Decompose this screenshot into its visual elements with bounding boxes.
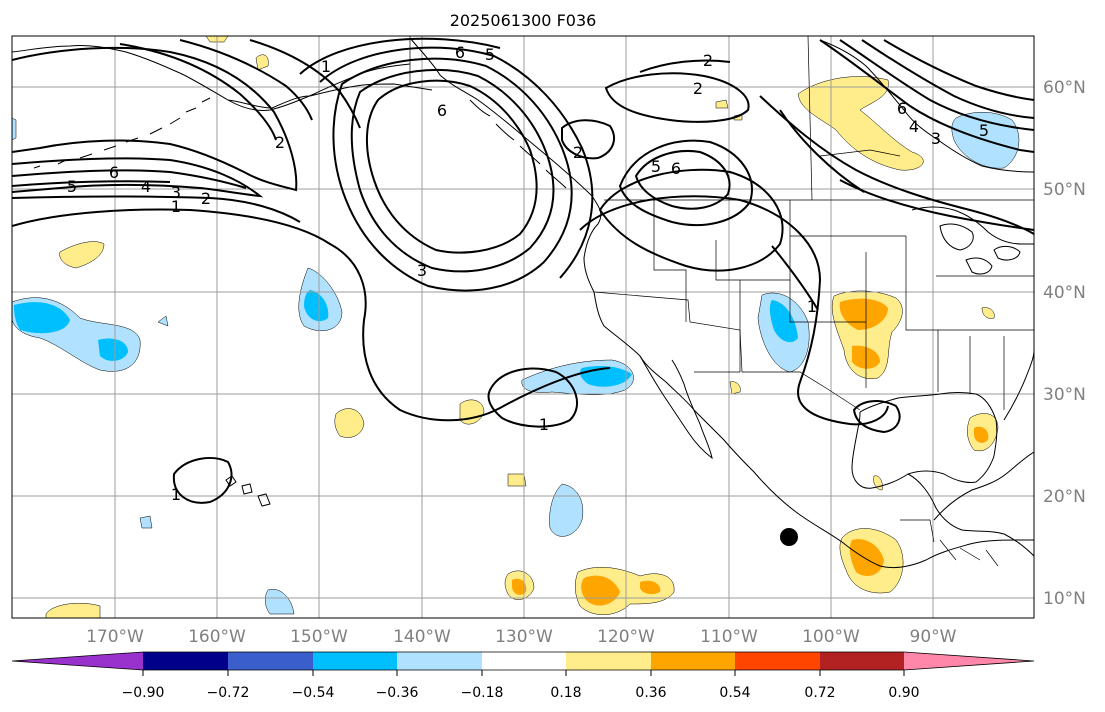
contour-label: 2 xyxy=(703,51,713,70)
colorbar-tick-label: 0.36 xyxy=(635,685,666,701)
colorbar-underflow-triangle xyxy=(12,652,143,670)
contour-label: 5 xyxy=(979,121,989,140)
contour-label: 1 xyxy=(171,485,181,504)
lat-label: 50°N xyxy=(1043,180,1086,200)
lon-label: 90°W xyxy=(910,627,957,647)
contour-label: 5 xyxy=(67,177,77,196)
colorbar-segment xyxy=(651,652,735,670)
contour-label: 2 xyxy=(201,189,211,208)
colorbar-segment xyxy=(228,652,313,670)
colorbar-segment xyxy=(735,652,820,670)
colorbar-tick-label: −0.90 xyxy=(122,685,165,701)
colorbar-segment xyxy=(820,652,904,670)
contour-label: 4 xyxy=(141,177,151,196)
lat-label: 10°N xyxy=(1043,589,1086,609)
lat-label: 20°N xyxy=(1043,487,1086,507)
contour-label: 1 xyxy=(321,57,331,76)
colorbar-overflow-triangle xyxy=(904,652,1034,670)
colorbar-segment xyxy=(482,652,566,670)
contour-label: 6 xyxy=(437,101,447,120)
contour-label: 5 xyxy=(485,45,495,64)
political-borders xyxy=(409,36,1034,567)
lon-label: 120°W xyxy=(597,627,655,647)
graticule xyxy=(12,36,1034,618)
coastlines xyxy=(12,37,1034,569)
lat-label: 30°N xyxy=(1043,385,1086,405)
lon-label: 170°W xyxy=(86,627,144,647)
colorbar-tick-label: 0.90 xyxy=(888,685,919,701)
contour-label: 1 xyxy=(171,197,181,216)
contour-label: 3 xyxy=(171,183,181,202)
lon-label: 110°W xyxy=(700,627,758,647)
lat-label: 60°N xyxy=(1043,78,1086,98)
lon-label: 160°W xyxy=(188,627,246,647)
lat-label: 40°N xyxy=(1043,283,1086,303)
contour-label: 3 xyxy=(417,261,427,280)
latitude-labels: 60°N 50°N 40°N 30°N 20°N 10°N xyxy=(1043,78,1086,609)
contour-label: 6 xyxy=(897,99,907,118)
colorbar-tick-label: 0.54 xyxy=(719,685,750,701)
contour-label: 2 xyxy=(573,143,583,162)
contour-label: 6 xyxy=(109,163,119,182)
contour-label: 1 xyxy=(807,297,817,316)
anomaly-contours xyxy=(12,37,1034,504)
colorbar-segment xyxy=(143,652,228,670)
colorbar-tick-label: −0.36 xyxy=(376,685,419,701)
contour-label: 5 xyxy=(651,157,661,176)
lon-label: 100°W xyxy=(802,627,860,647)
lon-label: 140°W xyxy=(393,627,451,647)
map-title: 2025061300 F036 xyxy=(450,11,597,30)
colorbar-tick-label: −0.54 xyxy=(292,685,335,701)
colorbar-segment xyxy=(566,652,651,670)
map-area: 6 5 6 5 4 3 2 1 1 2 2 6 5 6 2 2 6 4 3 5 … xyxy=(12,36,1034,618)
lon-label: 130°W xyxy=(495,627,553,647)
lon-label: 150°W xyxy=(290,627,348,647)
colorbar-tick-label: 0.72 xyxy=(804,685,835,701)
colorbar-tick-label: −0.72 xyxy=(207,685,250,701)
contour-label: 6 xyxy=(455,43,465,62)
colorbar: −0.90 −0.72 −0.54 −0.36 −0.18 0.18 0.36 … xyxy=(11,651,1035,701)
colorbar-tick-label: −0.18 xyxy=(461,685,504,701)
colorbar-segment xyxy=(397,652,482,670)
contour-label: 6 xyxy=(671,159,681,178)
contour-labels: 6 5 6 5 4 3 2 1 1 2 2 6 5 6 2 2 6 4 3 5 … xyxy=(67,43,989,504)
map-frame xyxy=(11,35,1035,619)
colorbar-tick-label: 0.18 xyxy=(550,685,581,701)
storm-center-marker xyxy=(780,528,798,546)
contour-label: 2 xyxy=(275,133,285,152)
contour-label: 4 xyxy=(909,117,919,136)
positive-anomaly-shading xyxy=(45,36,999,618)
contour-label: 1 xyxy=(539,415,549,434)
colorbar-segment xyxy=(313,652,397,670)
contour-label: 2 xyxy=(693,79,703,98)
contour-label: 3 xyxy=(931,129,941,148)
longitude-labels: 170°W 160°W 150°W 140°W 130°W 120°W 110°… xyxy=(86,627,957,647)
